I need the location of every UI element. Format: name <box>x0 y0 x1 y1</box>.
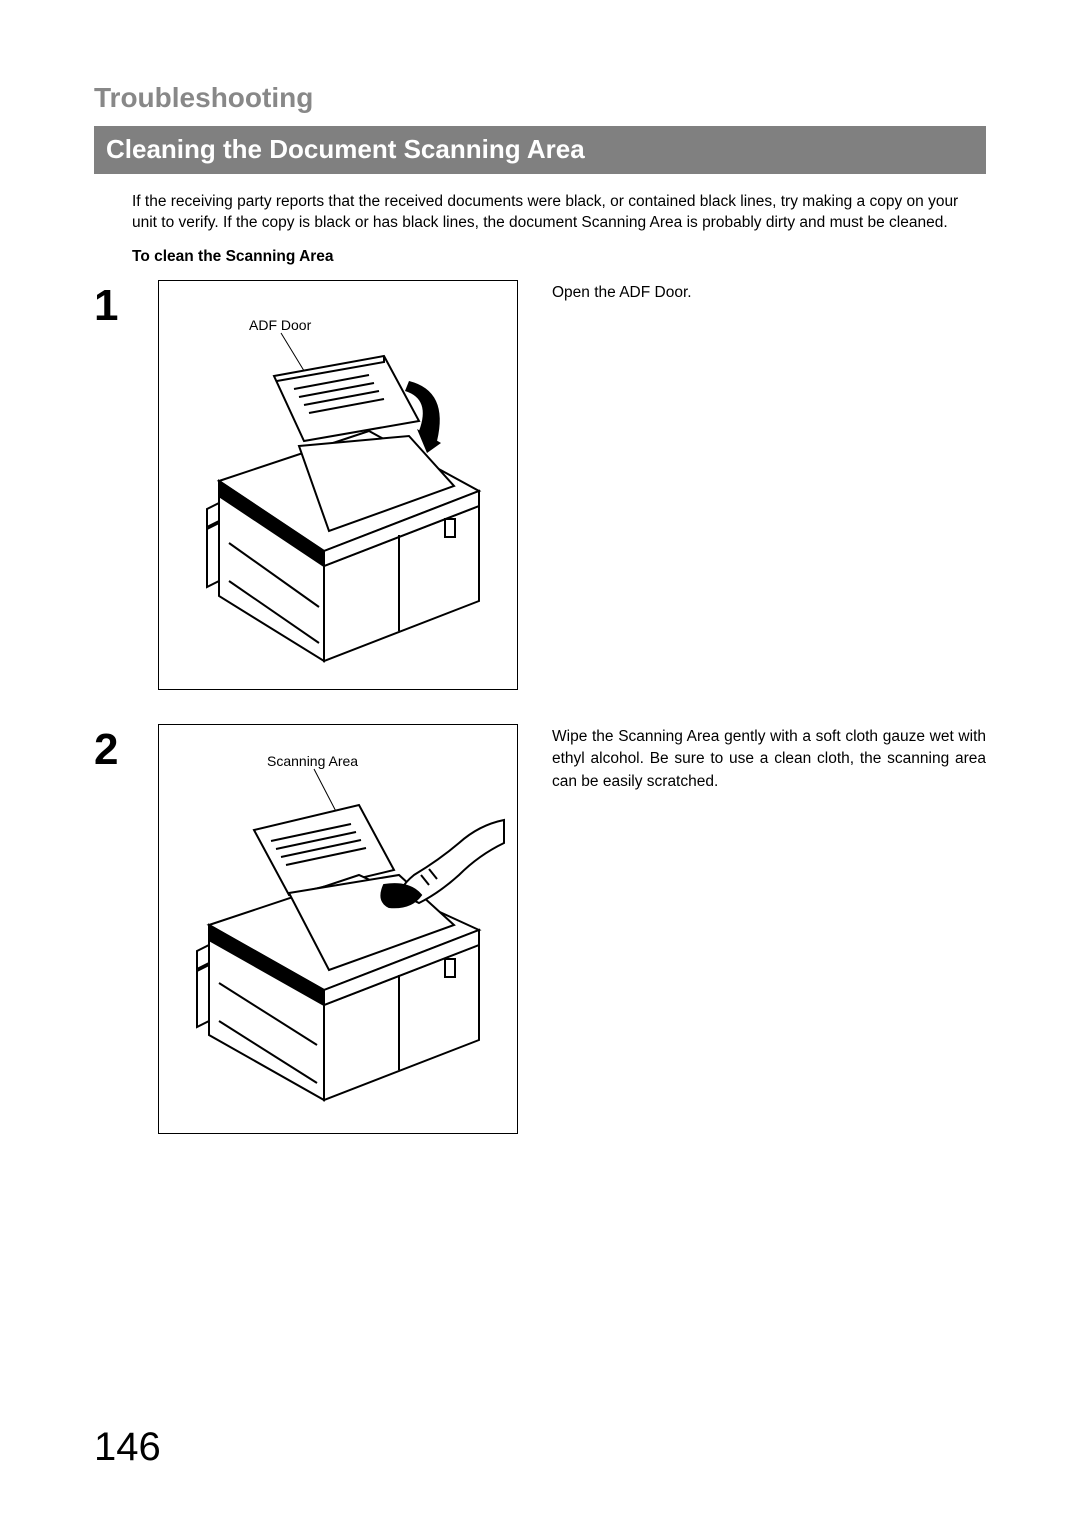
steps-container: 1 ADF Door <box>94 280 986 1134</box>
step-instruction: Open the ADF Door. <box>552 280 986 690</box>
printer-adf-open-icon <box>159 281 519 691</box>
step-number: 2 <box>94 724 158 772</box>
subheading: To clean the Scanning Area <box>132 248 986 266</box>
intro-paragraph: If the receiving party reports that the … <box>132 192 986 234</box>
figure-1: ADF Door <box>158 280 518 690</box>
page-number: 146 <box>94 1425 161 1470</box>
step-row: 1 ADF Door <box>94 280 986 690</box>
step-number: 1 <box>94 280 158 328</box>
figure-2: Scanning Area <box>158 724 518 1134</box>
manual-page: Troubleshooting Cleaning the Document Sc… <box>0 0 1080 1528</box>
step-instruction: Wipe the Scanning Area gently with a sof… <box>552 724 986 1134</box>
section-banner: Cleaning the Document Scanning Area <box>94 126 986 174</box>
step-body: Scanning Area <box>158 724 986 1134</box>
printer-wipe-scanning-icon <box>159 725 519 1135</box>
step-body: ADF Door <box>158 280 986 690</box>
figure-2-label: Scanning Area <box>267 753 358 769</box>
figure-1-label: ADF Door <box>249 317 311 333</box>
step-row: 2 Scanning Area <box>94 724 986 1134</box>
chapter-title: Troubleshooting <box>94 82 986 114</box>
